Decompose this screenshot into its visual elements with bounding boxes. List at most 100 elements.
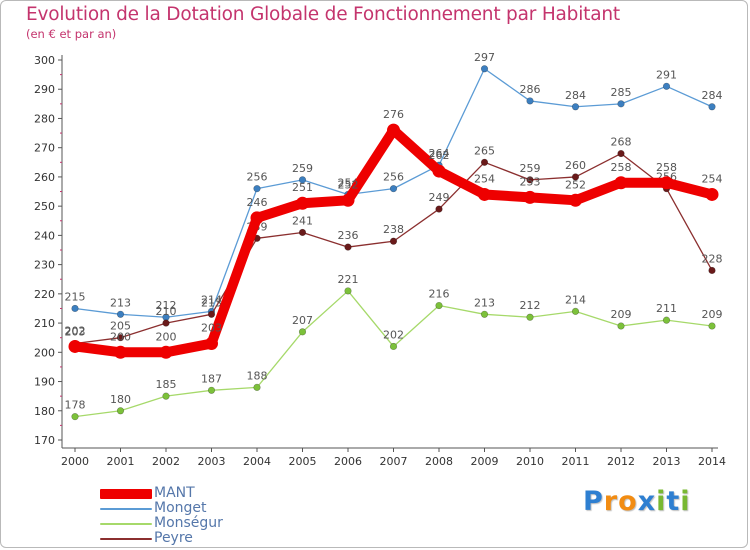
data-label-mant: 203 bbox=[201, 322, 222, 335]
data-label-monget: 213 bbox=[110, 296, 131, 309]
data-point-peyre bbox=[526, 176, 534, 184]
data-point-mant bbox=[114, 345, 127, 359]
y-tick-label: 280 bbox=[34, 112, 55, 125]
data-label-monsegur: 202 bbox=[383, 328, 404, 341]
data-point-monsegur bbox=[253, 383, 261, 391]
legend-swatch bbox=[100, 489, 152, 499]
data-label-monsegur: 209 bbox=[702, 308, 723, 321]
data-point-peyre bbox=[708, 266, 716, 275]
logo-letter: r bbox=[603, 486, 619, 517]
data-point-mant bbox=[68, 339, 82, 353]
data-label-monget: 212 bbox=[156, 299, 177, 312]
y-tick-label: 200 bbox=[34, 346, 55, 359]
data-label-monget: 286 bbox=[520, 83, 541, 96]
x-tick-label: 2011 bbox=[562, 455, 590, 468]
data-point-mant bbox=[250, 211, 264, 225]
data-point-peyre bbox=[116, 334, 125, 342]
data-label-mant: 276 bbox=[383, 108, 404, 121]
x-tick-label: 2008 bbox=[425, 455, 453, 468]
data-label-mant: 252 bbox=[338, 178, 359, 191]
data-point-mant bbox=[387, 123, 400, 137]
data-label-peyre: 241 bbox=[292, 214, 313, 227]
x-tick-label: 2012 bbox=[607, 455, 635, 468]
y-tick-label: 190 bbox=[34, 376, 55, 389]
data-label-monsegur: 211 bbox=[656, 302, 677, 315]
data-point-monsegur bbox=[116, 407, 125, 415]
data-label-monsegur: 213 bbox=[474, 296, 495, 309]
data-point-mant bbox=[432, 164, 446, 178]
data-label-monsegur: 209 bbox=[611, 308, 632, 321]
legend-swatch bbox=[100, 523, 152, 525]
data-label-mant: 258 bbox=[656, 161, 677, 174]
logo-letter: o bbox=[618, 486, 638, 517]
data-point-monsegur bbox=[389, 342, 398, 351]
data-point-monsegur bbox=[526, 313, 534, 321]
data-point-monget bbox=[571, 103, 580, 111]
legend-item-peyre: Peyre bbox=[100, 531, 260, 546]
data-label-peyre: 210 bbox=[156, 305, 177, 318]
data-point-monget bbox=[480, 65, 489, 73]
y-tick-label: 180 bbox=[34, 405, 55, 418]
data-label-mant: 253 bbox=[520, 175, 541, 188]
data-label-peyre: 265 bbox=[474, 144, 495, 157]
logo-letter: P bbox=[583, 486, 604, 517]
y-tick-label: 250 bbox=[34, 200, 55, 213]
data-point-mant bbox=[296, 196, 309, 210]
data-point-peyre bbox=[298, 228, 307, 237]
data-label-mant: 200 bbox=[156, 330, 177, 343]
chart-subtitle: (en € et par an) bbox=[26, 27, 117, 41]
x-tick-label: 2005 bbox=[289, 455, 317, 468]
data-point-mant bbox=[660, 176, 673, 190]
data-label-monsegur: 216 bbox=[429, 288, 450, 301]
data-point-monget bbox=[71, 304, 79, 313]
data-label-monsegur: 180 bbox=[110, 393, 131, 406]
data-point-monget bbox=[617, 100, 625, 108]
data-label-monget: 256 bbox=[247, 171, 268, 184]
data-point-mant bbox=[478, 187, 491, 201]
data-point-monsegur bbox=[571, 307, 580, 315]
data-label-monget: 284 bbox=[702, 89, 723, 102]
data-label-monget: 291 bbox=[656, 68, 677, 81]
data-label-monsegur: 188 bbox=[247, 369, 268, 382]
data-label-mant: 258 bbox=[611, 161, 632, 174]
y-tick-label: 290 bbox=[34, 83, 55, 96]
logo-letter: i bbox=[680, 486, 691, 517]
data-label-peyre: 213 bbox=[201, 296, 222, 309]
data-point-peyre bbox=[344, 243, 352, 251]
data-point-monget bbox=[298, 176, 307, 184]
data-label-monget: 264 bbox=[429, 147, 450, 160]
data-point-monsegur bbox=[662, 316, 671, 324]
x-tick-label: 2004 bbox=[243, 455, 271, 468]
x-tick-label: 2014 bbox=[698, 455, 726, 468]
data-label-monsegur: 207 bbox=[292, 314, 313, 327]
logo-letter: x bbox=[637, 486, 657, 517]
y-tick-label: 260 bbox=[34, 171, 55, 184]
x-tick-label: 2003 bbox=[198, 455, 226, 468]
logo-letter: t bbox=[666, 486, 681, 517]
data-point-monsegur bbox=[617, 322, 625, 330]
data-point-monsegur bbox=[708, 322, 716, 330]
legend-label: MANT bbox=[154, 485, 195, 501]
data-point-mant bbox=[614, 176, 628, 190]
legend-item-monsegur: Monségur bbox=[100, 516, 260, 531]
x-tick-label: 2001 bbox=[107, 455, 135, 468]
data-label-mant: 202 bbox=[65, 324, 86, 337]
y-tick-label: 270 bbox=[34, 142, 55, 155]
data-label-mant: 252 bbox=[565, 178, 586, 191]
data-label-monget: 259 bbox=[292, 162, 313, 175]
series-line-monget bbox=[74, 68, 713, 318]
proxiti-logo: Proxiti bbox=[583, 486, 691, 517]
y-tick-label: 210 bbox=[34, 317, 55, 330]
legend-item-monget: Monget bbox=[100, 501, 260, 516]
data-point-peyre bbox=[617, 149, 625, 158]
data-label-monsegur: 212 bbox=[520, 299, 541, 312]
legend-label: Monget bbox=[154, 500, 207, 516]
data-label-peyre: 203 bbox=[65, 326, 86, 339]
legend-label: Monségur bbox=[154, 515, 223, 531]
data-point-peyre bbox=[389, 237, 398, 245]
data-point-monsegur bbox=[435, 301, 443, 310]
x-tick-label: 2002 bbox=[152, 455, 180, 468]
x-tick-label: 2013 bbox=[653, 455, 681, 468]
data-label-monsegur: 185 bbox=[156, 378, 177, 391]
